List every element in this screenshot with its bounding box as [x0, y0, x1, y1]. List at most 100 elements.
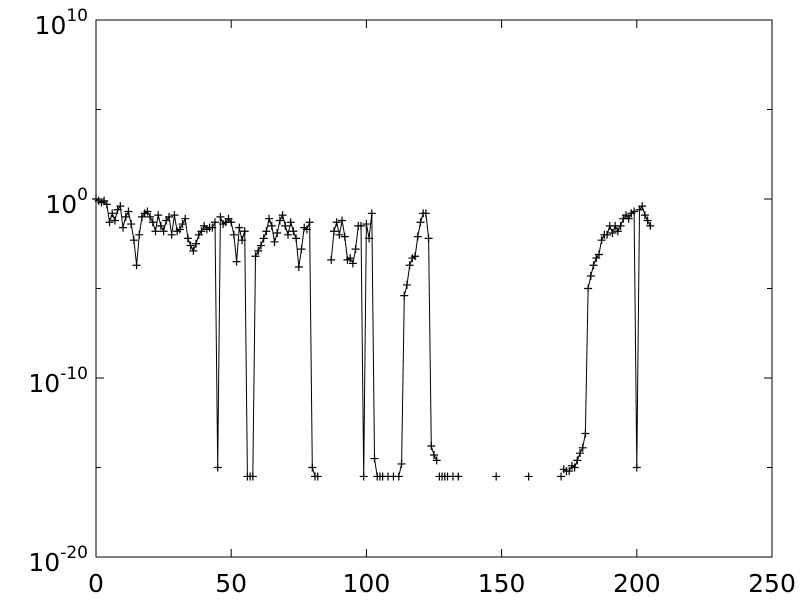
data-point	[348, 259, 357, 268]
data-point	[119, 223, 128, 232]
data-point	[170, 211, 179, 220]
data-point	[640, 211, 649, 220]
data-point	[367, 209, 376, 218]
data-point	[424, 234, 433, 243]
data-point	[102, 200, 111, 209]
data-point	[192, 239, 201, 248]
data-point	[335, 230, 344, 239]
data-point	[427, 442, 436, 451]
data-point	[251, 252, 260, 261]
data-point	[432, 456, 441, 465]
data-point	[129, 236, 138, 245]
data-point	[281, 221, 290, 230]
data-point	[430, 450, 438, 459]
data-point	[275, 216, 284, 225]
data-point	[370, 454, 379, 463]
data-point	[416, 218, 425, 227]
data-point	[584, 284, 593, 293]
data-point	[156, 221, 165, 230]
data-point	[278, 211, 287, 220]
data-point	[646, 221, 655, 230]
data-point	[124, 207, 133, 216]
data-point	[232, 257, 241, 266]
data-point	[313, 472, 322, 481]
data-point	[332, 218, 341, 227]
data-point	[210, 218, 219, 227]
data-point	[286, 218, 295, 227]
data-point	[421, 209, 430, 218]
data-point	[135, 230, 144, 239]
data-point	[643, 216, 652, 225]
data-point	[154, 211, 163, 220]
data-point	[105, 218, 114, 227]
data-point	[594, 250, 603, 259]
x-tick-label: 50	[215, 569, 247, 598]
y-tick-label: 1010	[35, 6, 88, 40]
data-point	[608, 229, 617, 238]
data-point	[305, 218, 314, 227]
series-lines	[95, 198, 651, 477]
data-point	[624, 214, 633, 223]
y-tick-base: 10	[35, 11, 67, 40]
x-tick-label: 150	[478, 569, 526, 598]
series-line	[563, 205, 651, 472]
y-tick-exponent: 0	[77, 185, 88, 205]
data-point	[159, 227, 168, 236]
data-point	[581, 429, 590, 438]
y-tick-exponent: -10	[60, 364, 88, 384]
data-point	[630, 207, 639, 216]
data-point	[248, 472, 257, 481]
y-tick-label: 100	[45, 185, 88, 219]
data-point	[256, 241, 265, 250]
data-point	[394, 472, 403, 481]
data-point	[283, 230, 292, 239]
data-point	[227, 218, 236, 227]
x-tick-label: 100	[343, 569, 391, 598]
data-point	[259, 234, 268, 243]
data-point	[235, 223, 244, 232]
data-point	[362, 220, 371, 229]
data-point	[146, 212, 155, 221]
y-tick-label: 10-10	[28, 364, 88, 398]
data-point	[359, 472, 368, 481]
data-point	[292, 234, 301, 243]
data-point	[302, 225, 311, 234]
data-point	[183, 234, 192, 243]
data-point	[492, 472, 501, 481]
data-point	[116, 202, 125, 211]
x-tick-label: 250	[748, 569, 796, 598]
data-point	[167, 230, 176, 239]
data-point	[356, 221, 365, 230]
data-point	[308, 463, 317, 472]
data-point	[175, 225, 184, 234]
y-tick-label: 10-20	[28, 543, 88, 577]
data-point	[411, 252, 420, 261]
series-line	[95, 198, 316, 477]
data-point	[132, 261, 141, 270]
data-point	[327, 255, 336, 264]
data-point	[108, 209, 117, 218]
data-point	[338, 216, 347, 225]
data-point	[189, 246, 198, 255]
data-point	[402, 280, 411, 289]
y-tick-exponent: -20	[60, 543, 88, 563]
series-markers	[92, 195, 655, 481]
data-point	[578, 443, 587, 452]
data-point	[165, 212, 174, 221]
data-point	[397, 459, 406, 468]
data-point	[329, 227, 338, 236]
data-point	[573, 456, 582, 465]
data-point	[570, 463, 579, 472]
data-point	[181, 214, 190, 223]
series-line	[398, 212, 438, 477]
data-point	[297, 245, 306, 254]
y-tick-base: 10	[45, 190, 77, 219]
data-point	[576, 449, 585, 458]
data-point	[597, 236, 606, 245]
x-axis: 0 50 100 150 200 250	[88, 20, 796, 598]
data-point	[262, 227, 271, 236]
data-point	[413, 232, 422, 241]
y-tick-base: 10	[28, 548, 60, 577]
